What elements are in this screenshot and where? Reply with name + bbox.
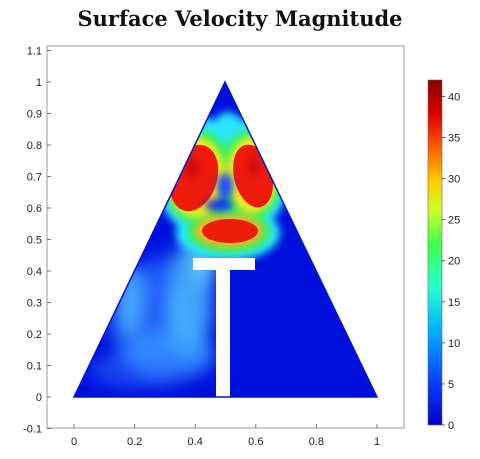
x-tick-label: 0.2 <box>127 436 142 448</box>
y-tick-label: 0.5 <box>27 235 42 247</box>
colorbar-tick-label: 40 <box>448 91 460 103</box>
y-tick-label: -0.1 <box>23 424 42 436</box>
y-tick-label: 0.4 <box>27 266 42 278</box>
x-tick-label: 0 <box>71 436 77 448</box>
x-tick-label: 0.6 <box>248 436 263 448</box>
domain-outline <box>72 80 379 398</box>
y-tick-label: 1 <box>36 77 42 89</box>
t-obstacle-bar <box>193 258 255 270</box>
y-tick-label: 1.1 <box>27 46 42 58</box>
colorbar-tick-label: 5 <box>448 379 454 391</box>
y-axis-ticks: -0.1 0 0.1 0.2 0.3 0.4 0.5 0.6 0.7 0.8 0.9 1 1.1 <box>23 46 51 436</box>
colorbar-tick-label: 30 <box>448 174 460 186</box>
vortex-center-highlights <box>186 157 259 178</box>
t-obstacle-stem <box>216 268 230 397</box>
y-tick-label: 0.6 <box>27 203 42 215</box>
colorbar-tick-label: 10 <box>448 338 460 350</box>
y-tick-label: 0.8 <box>27 140 42 152</box>
colorbar-tick-label: 35 <box>448 133 460 145</box>
y-tick-label: 0.1 <box>27 361 42 373</box>
x-tick-label: 0.8 <box>309 436 324 448</box>
colorbar-tick-label: 20 <box>448 256 460 268</box>
y-tick-label: 0.2 <box>27 329 42 341</box>
y-tick-label: 0.7 <box>27 172 42 184</box>
x-tick-label: 0.4 <box>188 436 203 448</box>
x-axis-ticks: 0 0.2 0.4 0.6 0.8 1 <box>71 424 380 448</box>
colorbar <box>427 79 443 426</box>
colorbar-tick-label: 25 <box>448 215 460 227</box>
y-tick-label: 0 <box>36 392 42 404</box>
colorbar-tick-label: 0 <box>448 420 454 432</box>
vortex-gaps <box>205 173 233 211</box>
x-tick-label: 1 <box>374 436 380 448</box>
colorbar-tick-label: 15 <box>448 297 460 309</box>
y-tick-label: 0.9 <box>27 109 42 121</box>
chart-title: Surface Velocity Magnitude <box>77 6 403 31</box>
colorbar-ticks: 0 5 10 15 20 25 30 35 40 <box>442 91 460 432</box>
y-tick-label: 0.3 <box>27 298 42 310</box>
lower-vortex-core <box>202 219 258 243</box>
